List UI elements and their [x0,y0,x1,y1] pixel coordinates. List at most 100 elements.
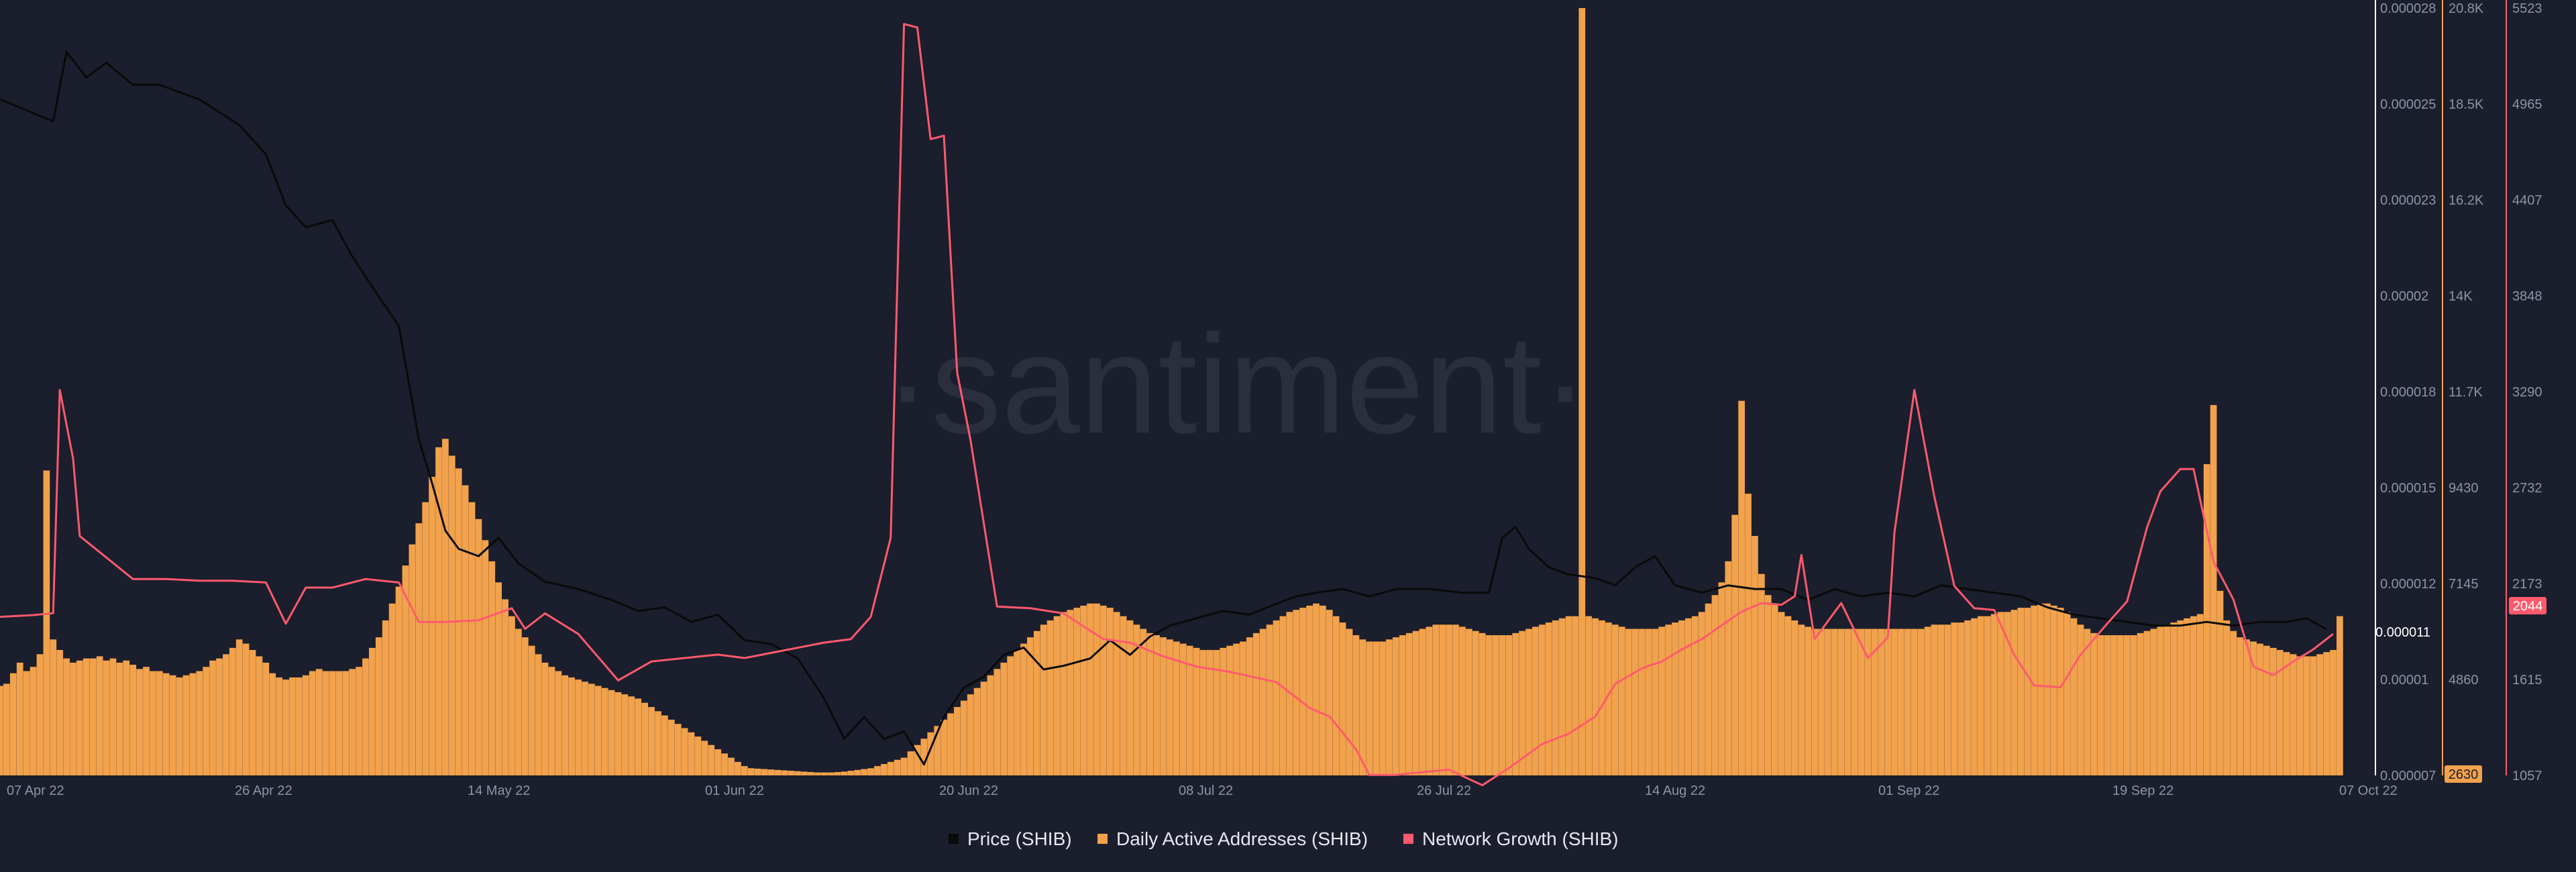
daa-bar [1818,629,1825,775]
daa-bar [2170,622,2178,775]
daa-bar [1512,633,1519,775]
daa-bar [814,772,821,775]
network-growth-tick-label: 2732 [2512,481,2542,496]
daa-bar [2177,620,2184,775]
daa-bar [2097,635,2104,775]
daa-bar [701,741,708,775]
daa-bar [1911,629,1918,775]
ng-current-value: 2044 [2513,599,2543,614]
daa-bar [594,686,602,775]
daa-bar [1399,635,1406,775]
daa-bar [1240,641,1246,775]
daa-bar [89,658,97,775]
daa-bar [1964,620,1971,775]
price-tick-label: 0.000023 [2380,193,2436,208]
daa-bar [867,768,874,775]
daa-bar [1519,631,1525,775]
daa-bar [1220,647,1227,775]
daa-bar [1033,631,1040,775]
legend-item-price[interactable]: Price (SHIB) [949,828,1072,849]
legend-item-daa[interactable]: Daily Active Addresses (SHIB) [1097,828,1368,849]
x-tick-label: 19 Sep 22 [2112,783,2174,798]
daa-bar [2230,631,2237,775]
daa-bar [1672,622,1678,775]
daa-bar [289,677,296,775]
daa-bar [1618,626,1625,775]
daa-bar [808,771,814,775]
daa-bar [861,769,867,775]
daa-bar [1472,631,1479,775]
daa-bar [987,675,994,775]
daa-bar [2316,654,2324,775]
daa-bar [1027,637,1034,775]
daa-bar [568,677,576,775]
daa-bar [309,671,316,775]
x-tick-label: 01 Jun 22 [705,783,764,798]
daa-bar [1558,618,1566,775]
daa-bar [442,439,449,775]
daa-bar [648,707,655,775]
daa-bar [1984,616,1991,775]
daa-bar [1884,629,1891,775]
daa-bar [920,739,928,775]
daa-bar [1412,631,1419,775]
daa-bar [900,757,908,775]
daa-bar [276,677,283,775]
daa-bar [1266,624,1273,775]
daa-bar [362,658,369,775]
daa-bar [1891,629,1898,775]
daa-bar [256,656,263,775]
daa-bar [2070,618,2078,775]
daa-bar [1346,629,1353,775]
price-current-badge: 0.000011 [2375,622,2430,641]
daa-bar [907,751,914,775]
daa-tick-label: 9430 [2449,481,2479,496]
daa-bar [714,749,722,775]
daa-bar [2337,616,2343,775]
daa-bar [1140,629,1147,775]
daa-bar [575,679,582,775]
daa-bar [1080,605,1087,775]
daa-bar [1160,637,1167,775]
daa-bar [1638,629,1646,775]
daa-bar [1898,629,1904,775]
daa-bar [229,647,236,775]
daa-bar [1452,624,1459,775]
daa-bar [1419,629,1426,775]
daa-bar [1393,637,1399,775]
daa-bar [601,688,608,775]
daa-bar [56,650,64,775]
daa-bar [874,766,881,775]
legend-swatch-network-growth [1403,834,1413,844]
daa-bar [548,667,555,775]
daa-bar [1100,605,1107,775]
daa-bar [1725,561,1732,775]
daa-bar [741,766,748,775]
daa-bar [994,669,1001,775]
daa-bar [1851,629,1858,775]
daa-bar [1113,612,1120,775]
daa-bar [468,502,476,775]
daa-axis-ticks: 20.8K 18.5K 16.2K 14K 11.7K 9430 7145 4860 [2449,1,2484,688]
x-tick-label: 14 Aug 22 [1645,783,1705,798]
daa-bar [1764,595,1772,775]
daa-bar [1446,624,1452,775]
daa-bar [1678,620,1685,775]
daa-bar [1684,618,1692,775]
daa-bar [375,637,382,775]
price-tick-label: 0.000018 [2380,385,2436,400]
daa-bar [182,675,190,775]
daa-bar [2137,633,2144,775]
daa-bar [655,711,661,775]
daa-bar [767,769,775,775]
daa-bar [1784,616,1792,775]
daa-bar [1199,650,1207,775]
daa-bar [1731,514,1739,775]
daa-bar [2323,652,2330,775]
daa-bar [960,700,967,775]
legend-item-network-growth[interactable]: Network Growth (SHIB) [1403,828,1619,849]
daa-bar [1306,605,1313,775]
daa-bar [1505,635,1513,775]
daa-bar [2077,624,2084,775]
daa-bar [36,654,44,775]
